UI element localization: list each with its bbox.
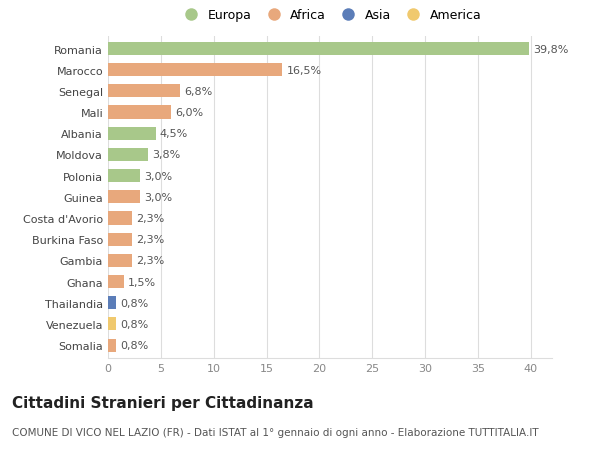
Text: 0,8%: 0,8% — [121, 340, 149, 350]
Bar — [108, 149, 148, 162]
Text: 4,5%: 4,5% — [160, 129, 188, 139]
Text: 2,3%: 2,3% — [137, 235, 165, 245]
Bar — [108, 106, 172, 119]
Bar — [108, 64, 283, 77]
Text: COMUNE DI VICO NEL LAZIO (FR) - Dati ISTAT al 1° gennaio di ogni anno - Elaboraz: COMUNE DI VICO NEL LAZIO (FR) - Dati IST… — [12, 427, 539, 437]
Text: 3,0%: 3,0% — [144, 192, 172, 202]
Bar — [108, 233, 133, 246]
Text: 39,8%: 39,8% — [533, 45, 568, 55]
Bar — [108, 212, 133, 225]
Bar — [108, 318, 116, 331]
Bar — [108, 191, 140, 204]
Bar — [108, 85, 180, 98]
Text: 16,5%: 16,5% — [287, 66, 322, 76]
Bar — [108, 254, 133, 267]
Legend: Europa, Africa, Asia, America: Europa, Africa, Asia, America — [173, 5, 487, 28]
Bar — [108, 275, 124, 288]
Text: 0,8%: 0,8% — [121, 298, 149, 308]
Text: Cittadini Stranieri per Cittadinanza: Cittadini Stranieri per Cittadinanza — [12, 395, 314, 410]
Text: 3,8%: 3,8% — [152, 150, 181, 160]
Bar — [108, 170, 140, 183]
Text: 1,5%: 1,5% — [128, 277, 156, 287]
Text: 6,8%: 6,8% — [184, 87, 212, 97]
Bar — [108, 43, 529, 56]
Bar — [108, 128, 155, 140]
Bar — [108, 297, 116, 310]
Text: 2,3%: 2,3% — [137, 213, 165, 224]
Bar — [108, 339, 116, 352]
Text: 3,0%: 3,0% — [144, 171, 172, 181]
Text: 2,3%: 2,3% — [137, 256, 165, 266]
Text: 6,0%: 6,0% — [176, 108, 204, 118]
Text: 0,8%: 0,8% — [121, 319, 149, 329]
